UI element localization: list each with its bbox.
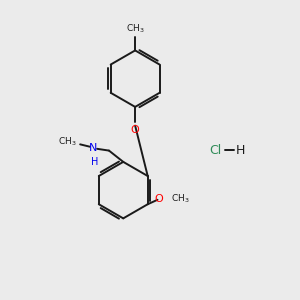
Text: H: H [91, 157, 99, 166]
Text: H: H [236, 143, 245, 157]
Text: N: N [89, 143, 98, 153]
Text: O: O [131, 125, 140, 135]
Text: CH$_3$: CH$_3$ [172, 192, 190, 205]
Text: O: O [154, 194, 164, 204]
Text: Cl: Cl [209, 143, 221, 157]
Text: CH$_3$: CH$_3$ [58, 135, 76, 148]
Text: CH$_3$: CH$_3$ [126, 22, 145, 35]
